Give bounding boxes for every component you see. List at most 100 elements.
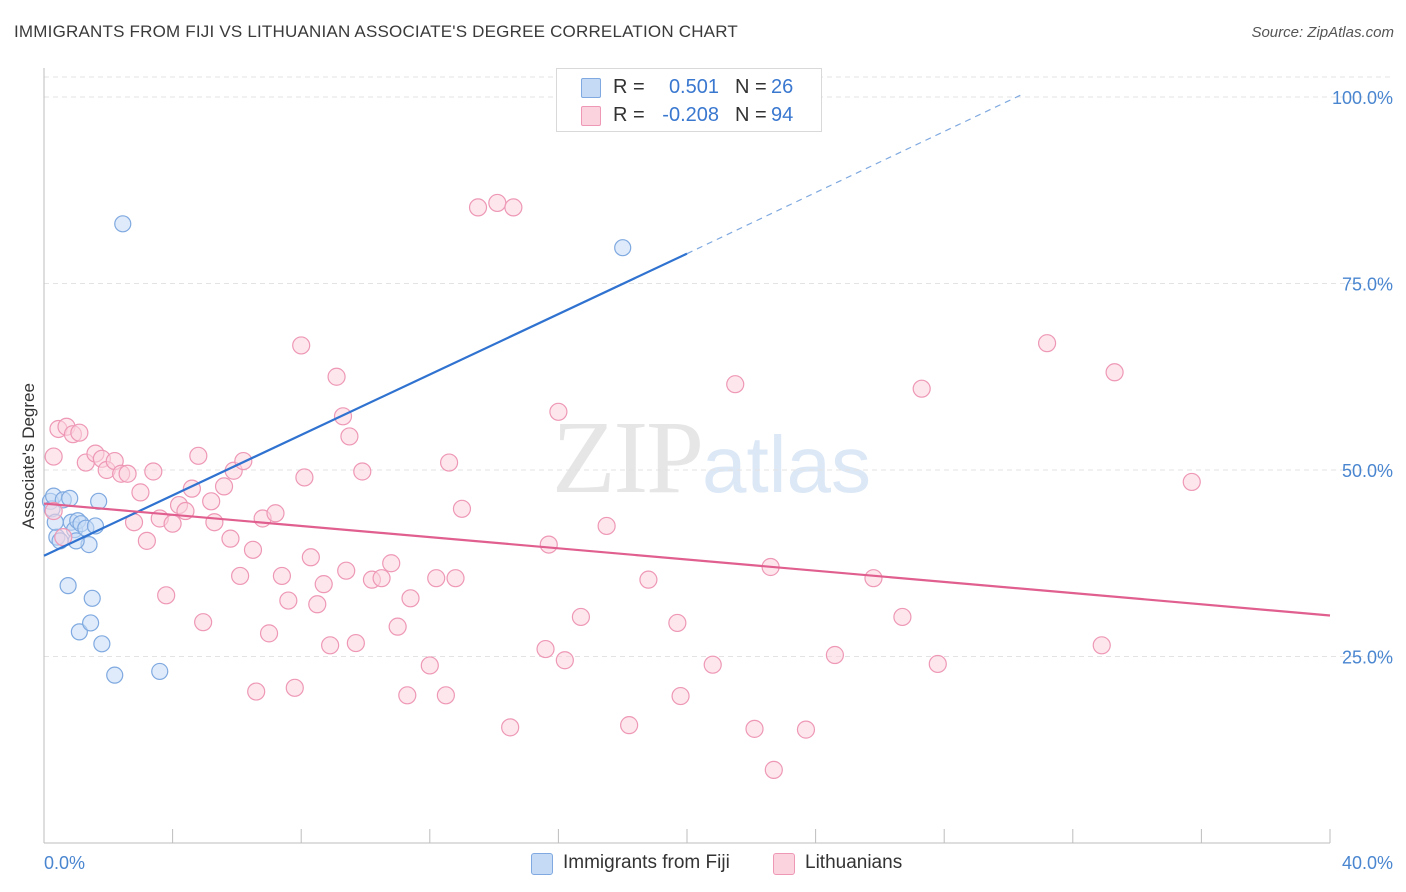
point-lithuanians [436, 686, 455, 705]
point-lithuanians [928, 654, 947, 674]
point-lithuanians [1182, 472, 1201, 492]
point-lithuanians [825, 645, 844, 665]
x-tick-label: 0.0% [44, 853, 85, 873]
trend-lines [43, 92, 1331, 617]
point-lithuanians [285, 678, 304, 697]
trend-line-fiji-extension [686, 92, 1025, 255]
point-lithuanians [726, 375, 745, 394]
axes [43, 68, 1331, 844]
point-lithuanians [327, 367, 346, 386]
r-label: R = [613, 76, 645, 98]
point-lithuanians [864, 569, 883, 588]
point-lithuanians [536, 639, 555, 659]
r-label: R = [613, 104, 645, 126]
data-points [41, 193, 1201, 779]
point-lithuanians [314, 575, 333, 594]
point-lithuanians [157, 586, 176, 605]
watermark-zip: ZIP [552, 400, 704, 515]
point-lithuanians [321, 636, 340, 655]
point-lithuanians [308, 595, 327, 614]
y-tick-label: 50.0% [1342, 461, 1393, 481]
point-lithuanians [214, 477, 234, 496]
point-lithuanians [549, 402, 568, 421]
point-lithuanians [247, 682, 266, 701]
point-lithuanians [346, 633, 365, 653]
point-lithuanians [796, 720, 816, 739]
y-tick-label: 100.0% [1332, 88, 1393, 108]
watermark-atlas: atlas [702, 420, 871, 509]
trend-line-fiji [43, 252, 688, 557]
point-lithuanians [266, 504, 285, 523]
point-lithuanians [764, 760, 783, 779]
legend-row-fiji: R = 0.501 N = 26 [557, 73, 821, 101]
point-lithuanians [401, 589, 420, 608]
point-lithuanians [292, 336, 311, 355]
point-lithuanians [439, 453, 459, 472]
legend-swatch-lithuanians [581, 106, 601, 126]
point-lithuanians [893, 607, 912, 627]
y-tick-label: 75.0% [1342, 275, 1393, 295]
trend-line-lithuanians [43, 502, 1331, 617]
point-lithuanians [388, 617, 407, 636]
point-lithuanians [1092, 636, 1111, 655]
point-lithuanians [340, 427, 359, 446]
point-lithuanians [597, 516, 616, 536]
point-fiji [93, 635, 111, 653]
point-lithuanians [272, 566, 292, 586]
n-value: 26 [771, 76, 794, 98]
point-lithuanians [1037, 334, 1057, 353]
legend-label: Lithuanians [805, 852, 903, 873]
point-lithuanians [243, 540, 263, 559]
point-lithuanians [668, 613, 687, 633]
point-fiji [151, 662, 169, 681]
point-lithuanians [488, 193, 507, 213]
point-lithuanians [221, 529, 240, 548]
point-lithuanians [202, 492, 221, 511]
point-lithuanians [555, 651, 574, 670]
point-lithuanians [163, 514, 182, 533]
y-tick-label: 25.0% [1342, 648, 1393, 668]
point-fiji [61, 489, 79, 507]
point-fiji [70, 623, 88, 641]
point-lithuanians [452, 499, 472, 518]
point-lithuanians [501, 718, 520, 737]
point-lithuanians [231, 566, 250, 586]
point-lithuanians [205, 513, 224, 532]
point-lithuanians [194, 613, 213, 632]
n-value: 94 [771, 104, 794, 126]
chart-title: IMMIGRANTS FROM FIJI VS LITHUANIAN ASSOC… [14, 22, 738, 41]
n-label: N = [735, 76, 767, 98]
point-lithuanians [382, 554, 401, 573]
point-fiji [59, 577, 77, 595]
r-value: 0.501 [668, 76, 719, 98]
tick-labels: 25.0% 50.0% 75.0% 100.0% 0.0% 40.0% [44, 88, 1393, 873]
point-lithuanians [301, 548, 320, 567]
point-lithuanians [295, 468, 314, 487]
point-lithuanians [427, 569, 446, 588]
point-lithuanians [468, 198, 488, 217]
point-lithuanians [639, 570, 658, 589]
point-lithuanians [44, 447, 63, 466]
legend-row-lithuanians: R = -0.208 N = 94 [557, 101, 821, 129]
source-credit: Source: ZipAtlas.com [1251, 24, 1394, 41]
point-lithuanians [539, 535, 558, 554]
point-lithuanians [671, 686, 690, 706]
legend-swatch-fiji [531, 853, 553, 875]
y-axis-title: Associate's Degree [19, 383, 38, 529]
point-fiji [614, 239, 632, 257]
point-lithuanians [131, 483, 150, 502]
point-lithuanians [259, 624, 279, 643]
point-fiji [82, 614, 100, 632]
point-lithuanians [353, 462, 372, 481]
watermark: ZIPatlas [552, 398, 871, 517]
point-lithuanians [703, 655, 722, 674]
n-label: N = [735, 104, 767, 126]
point-lithuanians [912, 379, 931, 398]
point-lithuanians [571, 607, 591, 627]
point-lithuanians [372, 569, 391, 588]
point-lithuanians [189, 446, 208, 465]
point-lithuanians [620, 716, 639, 735]
point-lithuanians [420, 656, 439, 675]
point-lithuanians [745, 719, 764, 738]
